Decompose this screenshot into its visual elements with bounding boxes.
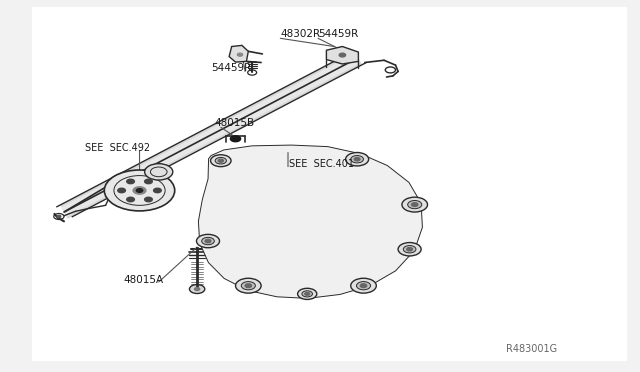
Circle shape (215, 157, 227, 164)
Circle shape (202, 237, 214, 245)
Circle shape (196, 234, 220, 248)
Circle shape (133, 187, 146, 194)
Circle shape (154, 188, 161, 193)
Text: SEE  SEC.492: SEE SEC.492 (85, 143, 150, 153)
Circle shape (346, 153, 369, 166)
Circle shape (230, 136, 241, 142)
Circle shape (403, 246, 416, 253)
Circle shape (241, 282, 255, 290)
Circle shape (104, 170, 175, 211)
Circle shape (118, 188, 125, 193)
Circle shape (145, 179, 152, 184)
Circle shape (402, 197, 428, 212)
Circle shape (407, 248, 413, 251)
Circle shape (145, 197, 152, 202)
Circle shape (351, 278, 376, 293)
Text: R483001G: R483001G (506, 343, 557, 353)
Circle shape (356, 282, 371, 290)
Circle shape (145, 164, 173, 180)
Circle shape (305, 292, 310, 295)
Circle shape (57, 215, 61, 218)
Circle shape (339, 53, 346, 57)
Text: SEE  SEC.401: SEE SEC.401 (289, 159, 355, 169)
Circle shape (302, 291, 312, 297)
Circle shape (398, 243, 421, 256)
Text: 48015B: 48015B (214, 118, 255, 128)
Circle shape (127, 197, 134, 202)
Text: 54459R: 54459R (211, 63, 252, 73)
Circle shape (245, 284, 252, 288)
Circle shape (236, 278, 261, 293)
Circle shape (189, 285, 205, 294)
Circle shape (136, 189, 143, 192)
Polygon shape (229, 45, 248, 62)
Circle shape (127, 179, 134, 184)
Circle shape (205, 240, 211, 243)
Circle shape (360, 284, 367, 288)
Polygon shape (198, 145, 422, 298)
Circle shape (195, 288, 200, 291)
Circle shape (298, 288, 317, 299)
Circle shape (412, 203, 418, 206)
Polygon shape (205, 149, 416, 295)
Circle shape (408, 201, 422, 209)
Polygon shape (326, 46, 358, 64)
Text: 48015A: 48015A (124, 275, 164, 285)
Text: 48302R: 48302R (280, 29, 321, 39)
Circle shape (351, 155, 364, 163)
Circle shape (355, 158, 360, 161)
Text: 54459R: 54459R (318, 29, 358, 39)
Circle shape (237, 53, 243, 56)
Circle shape (211, 155, 231, 167)
Circle shape (218, 159, 223, 162)
